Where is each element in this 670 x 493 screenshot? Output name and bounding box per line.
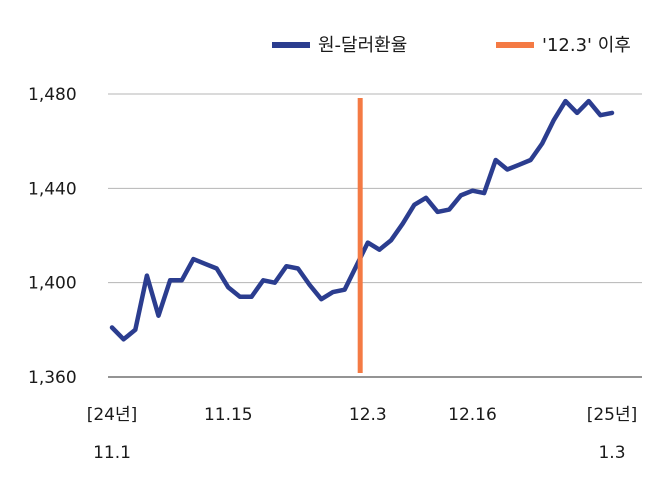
legend: 원-달러환율 '12.3' 이후 — [272, 35, 631, 56]
x-tick-label: 12.16 — [448, 405, 497, 425]
x-axis-ticks: [24년] 11.1 11.15 12.3 12.16 [25년] 1.3 — [87, 405, 638, 463]
grid-lines — [108, 93, 642, 378]
legend-label: '12.3' 이후 — [542, 35, 631, 56]
x-tick-sublabel: 11.1 — [93, 443, 131, 463]
y-axis-ticks: 1,360 1,400 1,440 1,480 — [28, 85, 77, 388]
y-tick-label: 1,400 — [28, 274, 77, 294]
x-tick-label: [25년] — [587, 405, 638, 425]
x-tick-label: [24년] — [87, 405, 138, 425]
legend-label: 원-달러환율 — [318, 35, 407, 56]
y-tick-label: 1,360 — [28, 368, 77, 388]
series-lines — [109, 98, 615, 373]
y-tick-label: 1,440 — [28, 179, 77, 199]
x-tick-label: 11.15 — [204, 405, 253, 425]
y-tick-label: 1,480 — [28, 85, 77, 105]
x-tick-label: 12.3 — [349, 405, 387, 425]
x-tick-sublabel: 1.3 — [598, 443, 625, 463]
